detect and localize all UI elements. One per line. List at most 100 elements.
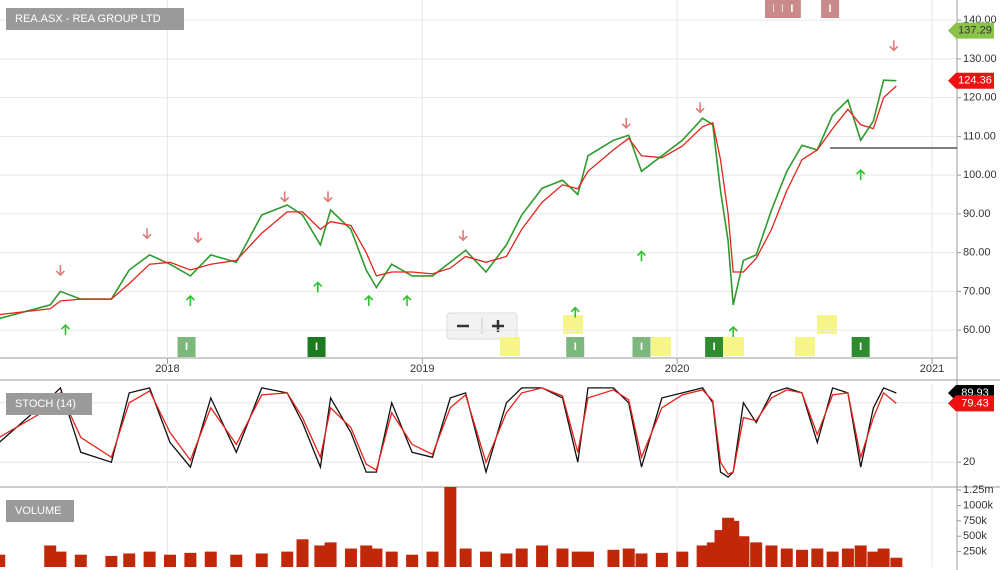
panel-title: VOLUME [15,505,61,517]
y-tick-label: 120.00 [963,92,997,104]
signal-arrow [458,230,468,242]
y-tick-label: 100.00 [963,169,997,181]
volume-bar [230,554,243,567]
volume-bar [622,548,635,567]
signal-arrow [323,191,333,203]
volume-bar [163,554,176,567]
panel-title: STOCH (14) [15,398,76,410]
signal-arrow [193,232,203,244]
volume-bar [737,536,750,567]
event-badge [782,0,801,18]
x-tick-label: 2020 [665,363,689,375]
x-tick-label: 2021 [920,363,944,375]
volume-bar [459,548,472,567]
volume-bar [296,539,309,567]
signal-arrow [728,325,738,338]
volume-bar [444,487,457,567]
series-line [0,79,897,320]
event-label: I [185,341,188,353]
volume-bar [426,551,439,567]
signal-arrow [402,294,412,307]
volume-bar [536,545,549,567]
volume-bar [877,548,890,567]
signal-arrow [280,191,290,203]
event-badge [177,337,196,357]
volume-bar [607,549,620,567]
y-tick-label: 500k [963,530,987,542]
event-badge [821,0,840,18]
panel-title-box [6,393,92,415]
y-tick-label: 750k [963,515,987,527]
event-label: I [713,341,716,353]
volume-bar [184,552,197,567]
volume-bar [44,545,57,567]
y-tick-label: 20 [963,456,975,468]
volume-bar [867,551,880,567]
volume-bar [515,548,528,567]
volume-bar [204,551,217,567]
volume-bar [255,553,268,567]
volume-bar [826,551,839,567]
volume-bar [696,545,709,567]
volume-bar [360,545,373,567]
panel-title: REA.ASX - REA GROUP LTD [15,13,161,25]
volume-bar [890,557,903,567]
note-icons [500,315,837,356]
signal-arrow [636,250,647,262]
panel-title-box [6,8,184,30]
note-icon[interactable] [724,337,744,356]
volume-bar [556,548,569,567]
event-label: I [315,341,318,353]
volume-bar [581,551,594,567]
volume-bar [635,553,648,567]
volume-bar [854,545,867,567]
series-line [0,85,897,316]
y-tick-label: 130.00 [963,53,997,65]
note-icon[interactable] [817,315,837,334]
volume-bar [571,551,584,567]
volume-bar [765,545,778,567]
volume-bar [105,555,118,567]
signal-arrow [856,168,866,181]
event-badge [307,337,326,357]
note-icon[interactable] [563,315,583,334]
y-tick-label: 1000k [963,499,993,511]
note-icon[interactable] [500,337,520,356]
zoom-control[interactable] [446,312,518,340]
volume-bar [676,551,689,567]
x-tick-label: 2019 [410,363,434,375]
y-tick-label: 70.00 [963,285,991,297]
volume-bar [0,554,6,567]
price-tag [948,72,994,89]
y-tick-label: 1.25m [963,484,994,496]
event-label: I [790,3,793,15]
price-tag [948,395,994,412]
volume-bar [727,520,740,567]
signal-arrow [60,323,71,336]
x-tick-label: 2018 [155,363,179,375]
volume-bar [385,551,398,567]
signal-arrow [313,281,323,293]
signal-arrow [889,40,899,52]
signal-arrow [55,265,65,277]
signal-arrow [142,228,152,240]
volume-bar [324,542,337,567]
y-tick-label: 250k [963,546,987,558]
volume-bar [796,549,809,567]
volume-bar [500,553,513,567]
series-line [0,386,897,478]
volume-bar [811,548,824,567]
volume-bar [54,551,67,567]
volume-bar [143,551,156,567]
event-badge [851,337,870,357]
volume-bar [841,548,854,567]
panel: 2018 2019 2020 2021 60.00 70.00 80.00 90.00 100.… [0,0,997,375]
series-line [0,387,897,475]
volume-bar [406,554,419,567]
volume-bar [780,548,793,567]
note-icon[interactable] [795,337,815,356]
note-icon[interactable] [651,337,671,356]
volume-bar [370,548,383,567]
